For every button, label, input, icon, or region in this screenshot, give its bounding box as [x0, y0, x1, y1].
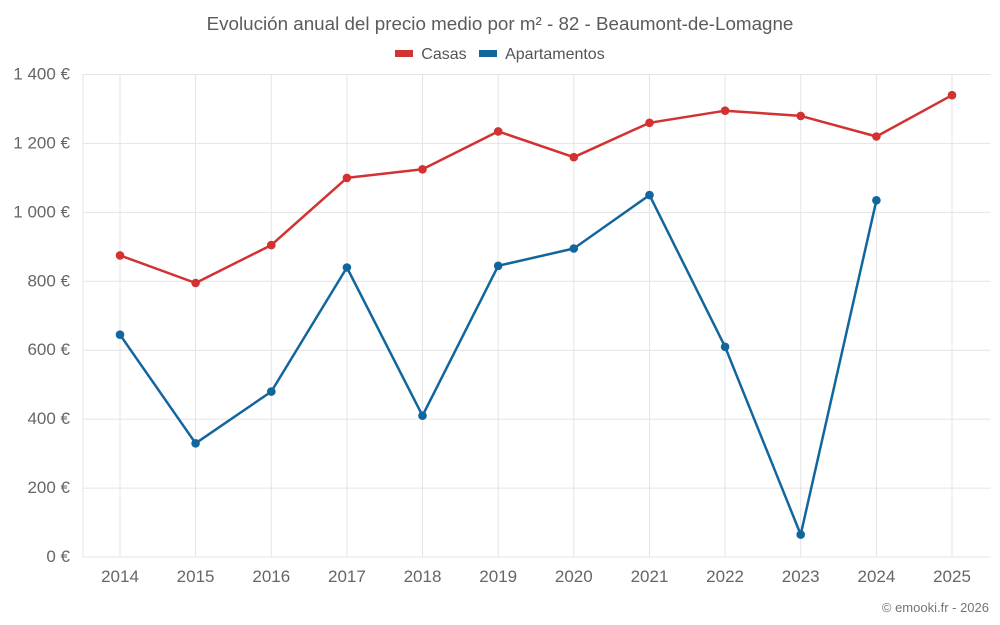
svg-text:400 €: 400 €	[27, 409, 70, 428]
svg-text:2022: 2022	[706, 567, 744, 586]
svg-text:2023: 2023	[782, 567, 820, 586]
svg-text:2025: 2025	[933, 567, 971, 586]
svg-text:2018: 2018	[404, 567, 442, 586]
svg-text:800 €: 800 €	[27, 271, 70, 290]
svg-text:0 €: 0 €	[46, 547, 70, 566]
svg-text:2024: 2024	[857, 567, 895, 586]
svg-text:1 000 €: 1 000 €	[13, 202, 70, 221]
svg-text:2020: 2020	[555, 567, 593, 586]
svg-text:2021: 2021	[631, 567, 669, 586]
svg-text:2016: 2016	[252, 567, 290, 586]
svg-text:2019: 2019	[479, 567, 517, 586]
svg-text:600 €: 600 €	[27, 340, 70, 359]
svg-text:200 €: 200 €	[27, 478, 70, 497]
svg-text:1 200 €: 1 200 €	[13, 133, 70, 152]
svg-text:2017: 2017	[328, 567, 366, 586]
svg-text:2014: 2014	[101, 567, 139, 586]
svg-text:2015: 2015	[177, 567, 215, 586]
svg-text:1 400 €: 1 400 €	[13, 65, 70, 84]
